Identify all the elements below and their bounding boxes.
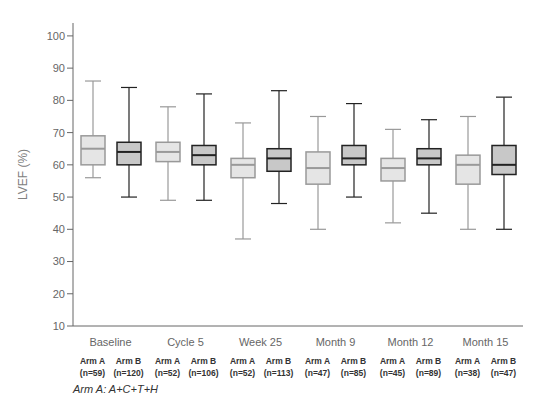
svg-text:(n=47): (n=47) xyxy=(305,368,330,378)
svg-text:10: 10 xyxy=(53,320,65,332)
svg-text:Arm A: Arm A xyxy=(155,356,180,366)
svg-text:(n=85): (n=85) xyxy=(341,368,366,378)
svg-text:60: 60 xyxy=(53,159,65,171)
svg-text:(n=45): (n=45) xyxy=(380,368,405,378)
svg-text:Month 15: Month 15 xyxy=(463,336,509,348)
svg-text:20: 20 xyxy=(53,288,65,300)
svg-text:Cycle 5: Cycle 5 xyxy=(167,336,204,348)
svg-text:70: 70 xyxy=(53,127,65,139)
svg-text:(n=52): (n=52) xyxy=(155,368,180,378)
svg-text:(n=38): (n=38) xyxy=(455,368,480,378)
svg-text:Arm A: Arm A xyxy=(380,356,405,366)
svg-text:(n=113): (n=113) xyxy=(264,368,294,378)
svg-text:Week 25: Week 25 xyxy=(239,336,282,348)
svg-text:(n=89): (n=89) xyxy=(416,368,441,378)
svg-text:50: 50 xyxy=(53,191,65,203)
svg-text:Arm B: Arm B xyxy=(341,356,367,366)
svg-text:(n=120): (n=120) xyxy=(114,368,144,378)
svg-text:(n=106): (n=106) xyxy=(189,368,219,378)
svg-text:Arm B: Arm B xyxy=(416,356,442,366)
svg-text:Month 12: Month 12 xyxy=(388,336,434,348)
svg-text:40: 40 xyxy=(53,223,65,235)
svg-text:Baseline: Baseline xyxy=(89,336,131,348)
svg-text:(n=59): (n=59) xyxy=(80,368,105,378)
svg-text:(n=52): (n=52) xyxy=(230,368,255,378)
svg-text:Arm A: Arm A xyxy=(230,356,255,366)
svg-text:30: 30 xyxy=(53,255,65,267)
svg-text:Arm B: Arm B xyxy=(266,356,292,366)
svg-text:100: 100 xyxy=(47,30,65,42)
svg-text:Month 9: Month 9 xyxy=(316,336,356,348)
svg-text:Arm A: Arm A xyxy=(455,356,480,366)
svg-text:LVEF (%): LVEF (%) xyxy=(16,149,30,200)
html-text:Arm A: A+C+T+H: Arm A: A+C+T+H xyxy=(73,383,159,395)
svg-text:80: 80 xyxy=(53,94,65,106)
svg-text:Arm B: Arm B xyxy=(191,356,217,366)
svg-text:(n=47): (n=47) xyxy=(491,368,516,378)
svg-text:Arm A: Arm A xyxy=(80,356,105,366)
svg-text:90: 90 xyxy=(53,62,65,74)
svg-text:Arm B: Arm B xyxy=(116,356,142,366)
svg-text:Arm B: Arm B xyxy=(491,356,517,366)
svg-text:Arm A: Arm A xyxy=(305,356,330,366)
